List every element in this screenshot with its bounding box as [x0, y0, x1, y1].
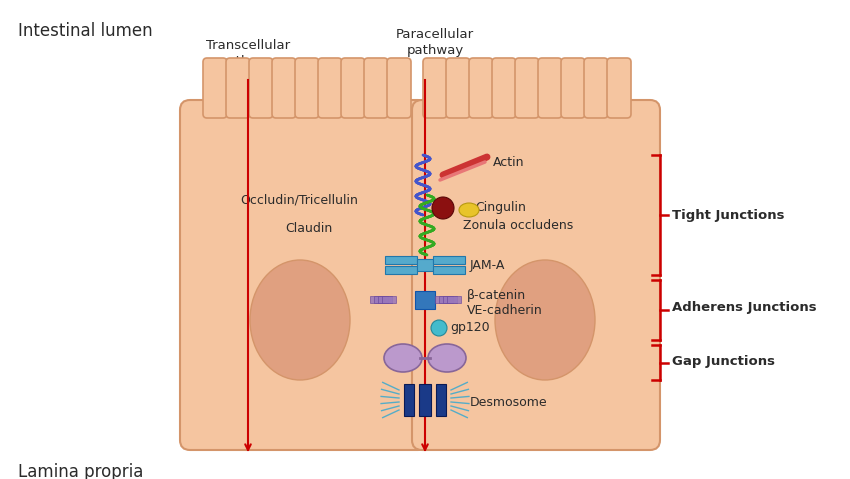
Text: Lamina propria: Lamina propria: [18, 463, 144, 479]
Text: Adherens Junctions: Adherens Junctions: [672, 301, 817, 315]
Text: VE-cadherin: VE-cadherin: [467, 304, 543, 317]
Bar: [447, 296, 461, 303]
Text: JAM-A: JAM-A: [470, 259, 506, 272]
Bar: [433, 256, 465, 264]
Bar: [385, 266, 417, 274]
Bar: [382, 296, 396, 303]
Ellipse shape: [459, 203, 479, 217]
Ellipse shape: [428, 344, 466, 372]
Bar: [370, 296, 384, 303]
Text: Tight Junctions: Tight Junctions: [672, 208, 785, 221]
FancyBboxPatch shape: [469, 58, 493, 118]
FancyBboxPatch shape: [584, 58, 608, 118]
FancyBboxPatch shape: [318, 58, 342, 118]
Circle shape: [432, 197, 454, 219]
FancyBboxPatch shape: [538, 58, 562, 118]
Text: Desmosome: Desmosome: [470, 396, 547, 409]
Text: Transcellular
pathway: Transcellular pathway: [206, 39, 290, 68]
Bar: [436, 384, 446, 416]
FancyBboxPatch shape: [412, 100, 660, 450]
FancyBboxPatch shape: [446, 58, 470, 118]
Bar: [443, 296, 457, 303]
Text: Gap Junctions: Gap Junctions: [672, 355, 775, 368]
FancyBboxPatch shape: [423, 58, 447, 118]
FancyBboxPatch shape: [387, 58, 411, 118]
FancyBboxPatch shape: [341, 58, 365, 118]
Text: gp120: gp120: [450, 321, 490, 334]
Text: Actin: Actin: [493, 156, 524, 169]
FancyBboxPatch shape: [492, 58, 516, 118]
Bar: [419, 384, 431, 416]
Bar: [435, 296, 449, 303]
Text: Intestinal lumen: Intestinal lumen: [18, 22, 153, 40]
Circle shape: [431, 320, 447, 336]
FancyBboxPatch shape: [364, 58, 388, 118]
FancyBboxPatch shape: [249, 58, 273, 118]
FancyBboxPatch shape: [561, 58, 585, 118]
FancyBboxPatch shape: [515, 58, 539, 118]
FancyBboxPatch shape: [607, 58, 631, 118]
Text: Claudin: Claudin: [285, 221, 332, 235]
Text: Zonula occludens: Zonula occludens: [463, 218, 573, 231]
FancyBboxPatch shape: [180, 100, 428, 450]
Ellipse shape: [250, 260, 350, 380]
FancyBboxPatch shape: [226, 58, 250, 118]
Bar: [417, 259, 433, 271]
Bar: [404, 384, 414, 416]
FancyBboxPatch shape: [203, 58, 227, 118]
Bar: [433, 266, 465, 274]
Bar: [415, 291, 435, 309]
FancyBboxPatch shape: [272, 58, 296, 118]
Ellipse shape: [495, 260, 595, 380]
Ellipse shape: [384, 344, 422, 372]
Bar: [378, 296, 392, 303]
FancyBboxPatch shape: [295, 58, 319, 118]
Bar: [374, 296, 388, 303]
Bar: [385, 256, 417, 264]
Text: Paracellular
pathway: Paracellular pathway: [396, 28, 474, 57]
Text: β-catenin: β-catenin: [467, 288, 526, 301]
Bar: [439, 296, 453, 303]
Text: Occludin/Tricellulin: Occludin/Tricellulin: [240, 194, 358, 206]
Text: Cingulin: Cingulin: [475, 202, 526, 215]
